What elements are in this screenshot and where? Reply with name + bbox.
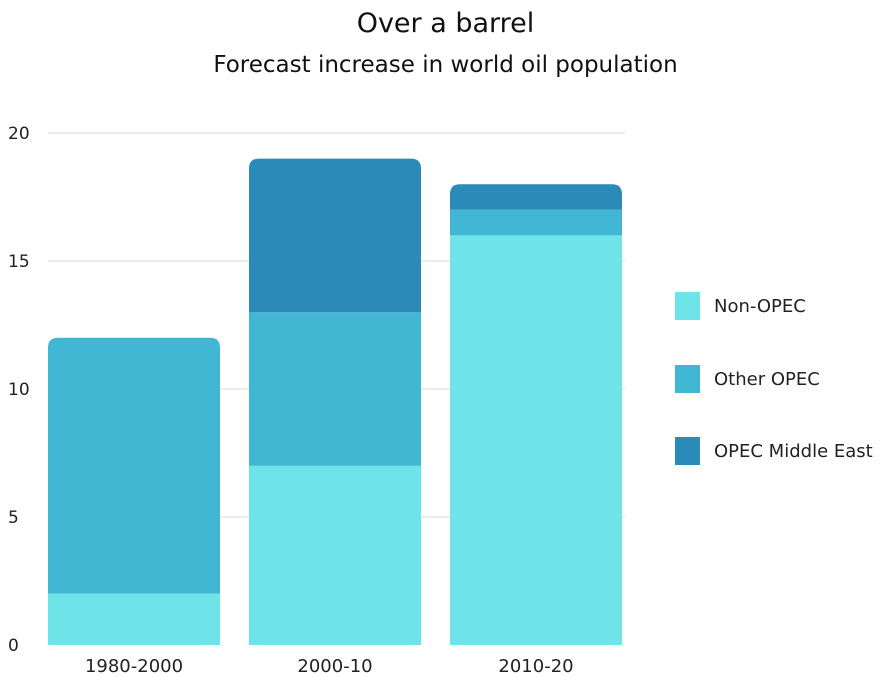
legend-swatch [675, 437, 700, 465]
legend-label: OPEC Middle East [714, 441, 873, 462]
legend-label: Other OPEC [714, 369, 820, 390]
x-tick-label: 2000-10 [297, 656, 372, 677]
bar-opec-middle-east-2000-10 [249, 158, 421, 313]
bar-other-opec-2010-20 [450, 209, 622, 236]
y-axis: 0 5 10 15 20 [8, 124, 30, 656]
bar-non-opec-2000-10 [249, 465, 421, 645]
legend-label: Non-OPEC [714, 296, 806, 317]
x-tick-label: 2010-20 [498, 656, 573, 677]
chart-title: Over a barrel [356, 8, 535, 39]
x-tick-label: 1980-2000 [85, 656, 183, 677]
bar-non-opec-1980-2000 [48, 593, 220, 645]
y-tick-label: 10 [8, 380, 30, 400]
y-tick-label: 5 [8, 508, 19, 528]
bar-other-opec-1980-2000 [48, 337, 220, 594]
x-axis: 1980-2000 2000-10 2010-20 [85, 656, 574, 677]
legend: Non-OPEC Other OPEC OPEC Middle East [675, 292, 873, 465]
y-tick-label: 20 [8, 124, 30, 144]
bar-non-opec-2010-20 [450, 235, 622, 645]
y-tick-label: 15 [8, 252, 30, 272]
legend-swatch [675, 292, 700, 320]
y-tick-label: 0 [8, 636, 19, 656]
bars [48, 158, 622, 645]
bar-other-opec-2000-10 [249, 312, 421, 466]
legend-swatch [675, 365, 700, 393]
chart-subtitle: Forecast increase in world oil populatio… [213, 52, 678, 78]
bar-opec-middle-east-2010-20 [450, 184, 622, 210]
